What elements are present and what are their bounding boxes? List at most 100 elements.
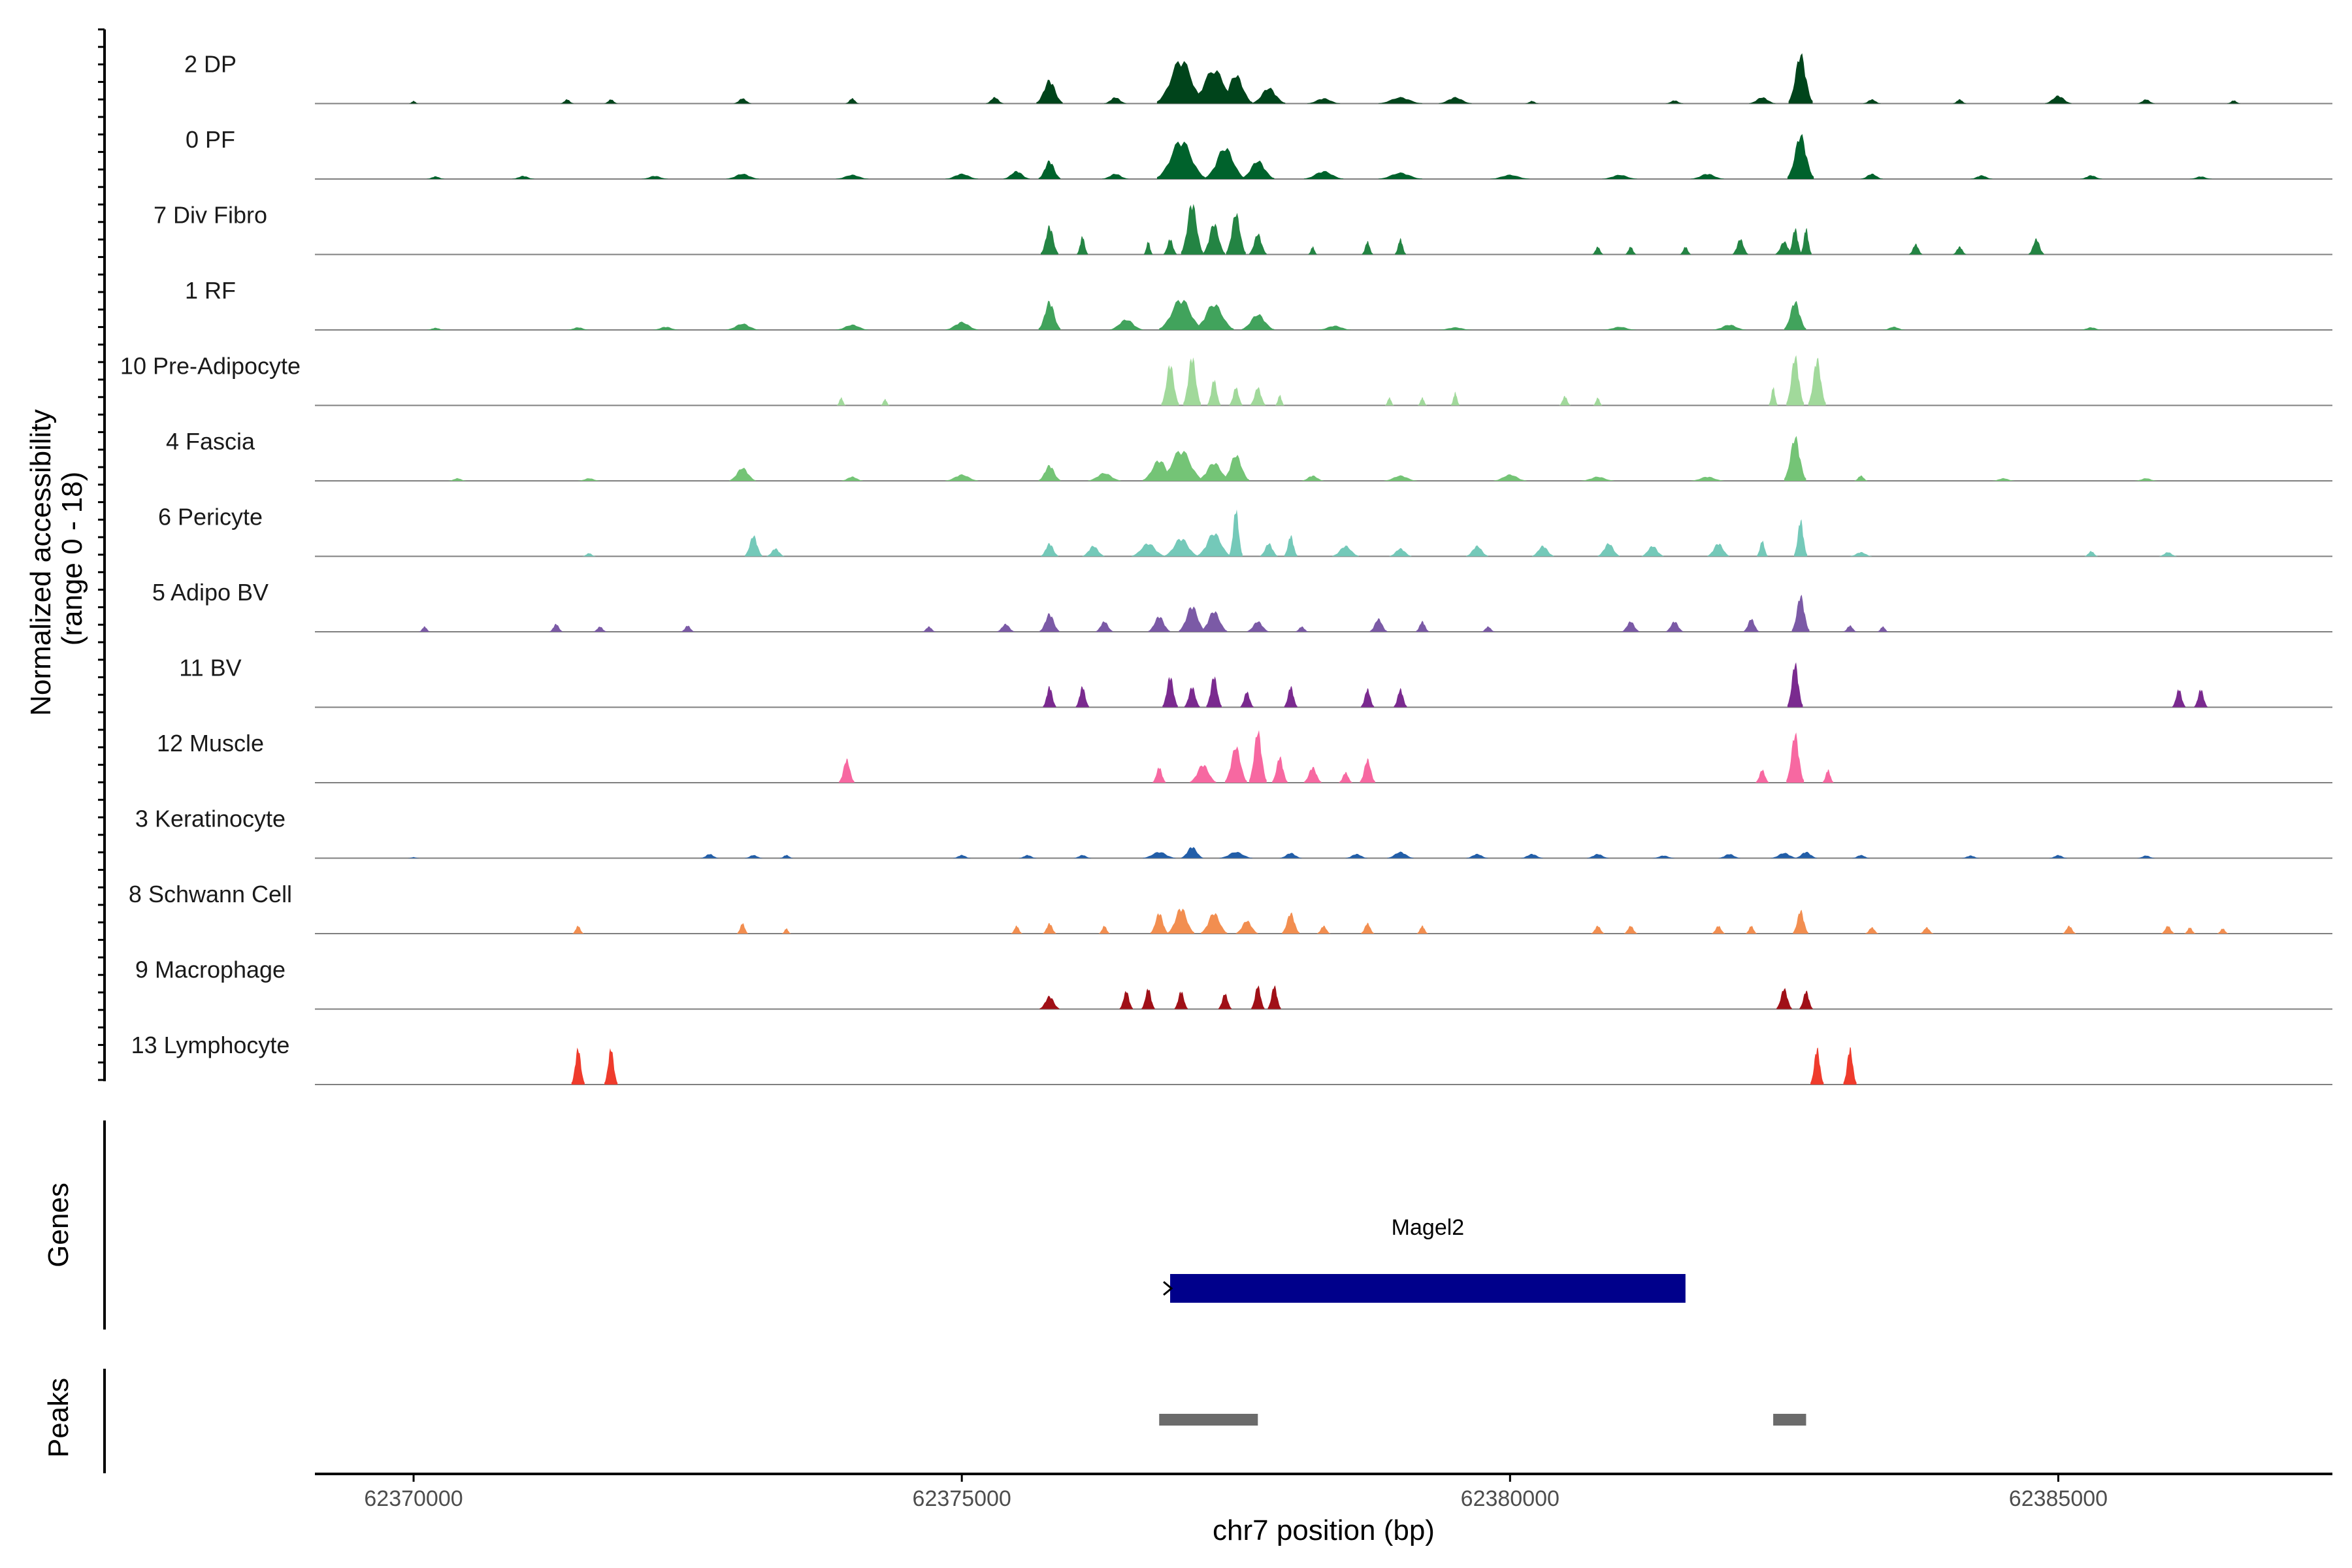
coverage-peak: [1808, 357, 1826, 406]
coverage-peak: [1863, 99, 1881, 104]
coverage-peak: [1854, 475, 1868, 481]
coverage-peak: [1241, 314, 1275, 330]
coverage-peak: [578, 478, 600, 481]
coverage-peak: [1279, 853, 1302, 858]
coverage-peak: [642, 176, 668, 179]
track-label: 6 Pericyte: [158, 504, 263, 531]
coverage-peak: [1152, 767, 1166, 783]
coverage-peak: [1369, 618, 1388, 632]
coverage-peak: [549, 623, 563, 632]
coverage-peak: [1795, 851, 1818, 858]
coverage-peak: [1075, 686, 1089, 708]
coverage-peak: [1850, 551, 1872, 557]
coverage-peak: [836, 174, 869, 179]
coverage-peak: [1282, 912, 1300, 934]
coverage-peak: [737, 923, 748, 934]
coverage-peak: [1041, 225, 1058, 255]
coverage-peak: [1039, 996, 1060, 1009]
coverage-peak: [1652, 855, 1674, 858]
coverage-peak: [1378, 172, 1422, 179]
coverage-peak: [766, 548, 785, 557]
coverage-peak: [841, 476, 864, 481]
coverage-peak: [1307, 98, 1341, 104]
coverage-peak: [1219, 851, 1252, 858]
track-3: 1 RF: [185, 277, 2332, 331]
coverage-peak: [2134, 478, 2157, 481]
coverage-peak: [1303, 766, 1322, 783]
coverage-peak: [1222, 455, 1249, 481]
coverage-peak: [1718, 854, 1740, 858]
coverage-tracks: 2 DP 0 PF 7 Div Fibro 1 RF 10 Pre-Adipocyte 4…: [120, 51, 2332, 1085]
coverage-peak: [1250, 387, 1266, 406]
coverage-peak: [881, 399, 890, 406]
coverage-peak: [1953, 99, 1967, 104]
coverage-peak: [1162, 677, 1178, 708]
coverage-peak: [1794, 519, 1808, 557]
coverage-peak: [1394, 687, 1407, 708]
coverage-peak: [1481, 626, 1495, 632]
coverage-peak: [2161, 926, 2175, 934]
coverage-peak: [1205, 148, 1245, 179]
coverage-peak: [1218, 993, 1232, 1009]
coverage-peak: [2184, 927, 2196, 934]
coverage-peak: [2045, 95, 2072, 104]
coverage-peak: [1665, 100, 1684, 104]
coverage-peak: [2029, 238, 2044, 255]
coverage-peak: [1602, 174, 1637, 179]
coverage-peak: [604, 1048, 618, 1085]
coverage-peak: [1784, 301, 1806, 330]
coverage-peak: [1771, 853, 1797, 858]
coverage-peak: [2080, 327, 2102, 330]
coverage-peak: [652, 327, 679, 330]
coverage-peak: [945, 321, 979, 330]
coverage-peak: [2172, 689, 2186, 708]
coverage-peak: [729, 467, 756, 481]
track-label: 1 RF: [185, 277, 236, 304]
coverage-peak: [945, 474, 979, 481]
coverage-peak: [408, 857, 419, 858]
coverage-peak: [1168, 908, 1194, 934]
track-label: 5 Adipo BV: [152, 579, 269, 606]
coverage-peak: [1680, 246, 1691, 255]
coverage-peak: [1332, 546, 1359, 557]
coverage-peak: [1788, 53, 1813, 104]
coverage-peak: [1184, 687, 1200, 708]
coverage-peak: [1073, 855, 1092, 858]
coverage-peak: [1132, 543, 1165, 557]
coverage-peak: [1439, 327, 1472, 330]
coverage-peak: [1235, 921, 1258, 934]
coverage-peak: [1229, 387, 1243, 406]
coverage-peak: [1181, 204, 1203, 255]
track-label: 10 Pre-Adipocyte: [120, 353, 301, 380]
coverage-peak: [1267, 985, 1281, 1009]
coverage-peak: [1861, 173, 1883, 179]
coverage-peak: [409, 101, 418, 104]
coverage-peak: [1249, 730, 1267, 783]
coverage-peak: [1788, 228, 1802, 255]
coverage-peak: [1156, 141, 1205, 179]
coverage-peak: [1592, 246, 1603, 255]
coverage-peak: [1961, 855, 1980, 858]
coverage-peak: [1141, 988, 1155, 1009]
track-2: 7 Div Fibro: [154, 202, 2332, 255]
coverage-peak: [1164, 239, 1177, 255]
coverage-peak: [1389, 547, 1412, 557]
coverage-peak: [1882, 327, 1905, 330]
track-label: 0 PF: [186, 126, 235, 153]
coverage-peak: [1743, 619, 1759, 632]
coverage-peak: [1920, 926, 1934, 934]
coverage-peak: [1494, 474, 1527, 481]
coverage-peak: [1181, 847, 1203, 858]
coverage-peak: [1156, 61, 1205, 104]
coverage-peak: [1260, 543, 1278, 557]
strand-arrow: [1163, 1281, 1173, 1296]
coverage-peak: [604, 99, 618, 104]
coverage-peak: [1877, 626, 1889, 632]
coverage-peak: [1810, 1047, 1824, 1085]
coverage-peak: [1104, 97, 1126, 104]
track-9: 12 Muscle: [157, 730, 2332, 783]
coverage-peak: [996, 623, 1015, 632]
coverage-peak: [1385, 397, 1394, 406]
coverage-peak: [1581, 476, 1614, 481]
coverage-peak: [1159, 451, 1203, 481]
